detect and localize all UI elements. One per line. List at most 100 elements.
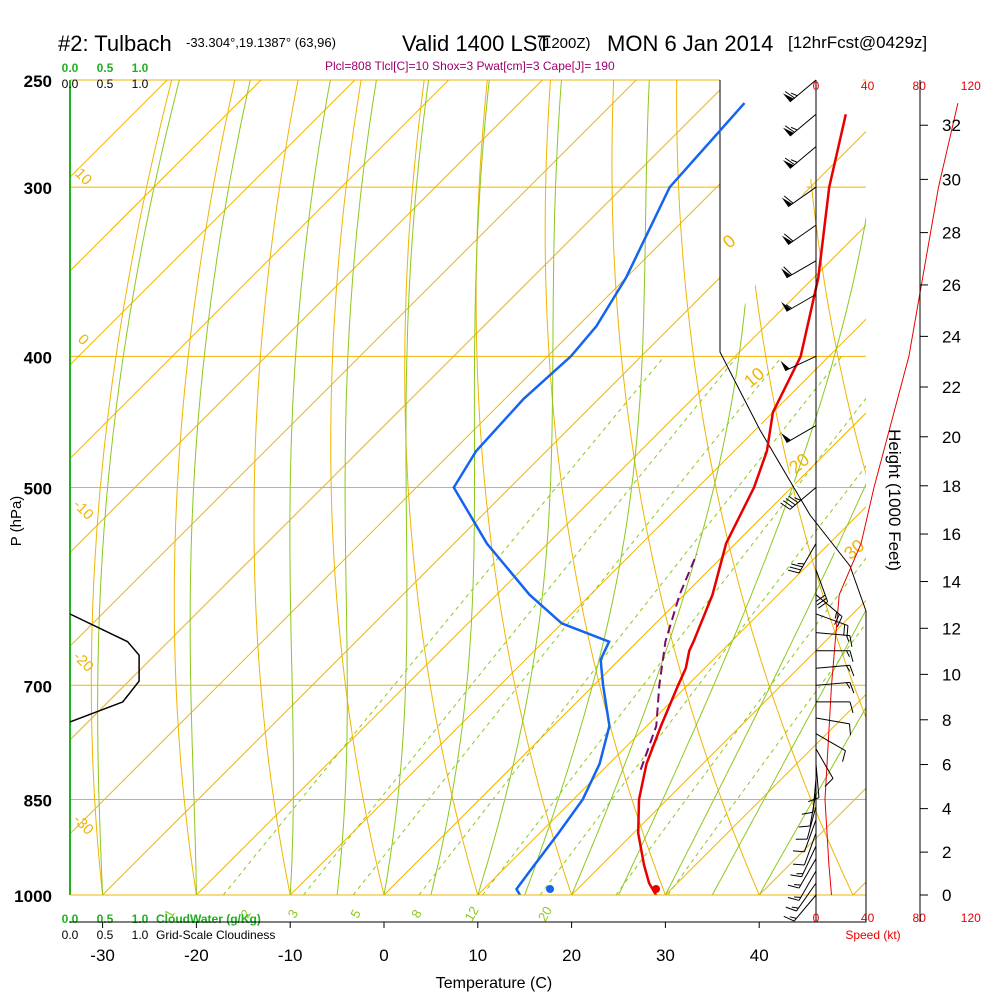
wind-barb-feather — [798, 825, 811, 828]
valid-date: MON 6 Jan 2014 — [607, 31, 774, 56]
isotherm-line — [665, 693, 866, 895]
moist-adiabat-line — [477, 80, 562, 895]
dry-adiabat-line — [739, 80, 866, 719]
cloudiness-scale-label: 0.0 — [62, 77, 79, 91]
height-tick-label: 22 — [942, 378, 961, 397]
wind-barb — [815, 681, 855, 694]
wind-barb — [792, 819, 817, 853]
wind-barb-feather — [783, 915, 795, 922]
wind-barb-staff — [801, 845, 817, 878]
wind-barb-feather — [790, 159, 798, 163]
speed-tick-label: 0 — [813, 911, 820, 925]
cloudiness-scale-label: 0.0 — [62, 928, 79, 942]
wind-barb-staff — [815, 569, 829, 602]
wind-barb-feather — [784, 91, 795, 99]
x-axis-label: Temperature (C) — [436, 975, 552, 992]
wind-barb — [787, 858, 817, 889]
wind-barb-feather — [849, 682, 855, 694]
wind-barb-feather — [846, 650, 850, 657]
wind-barb — [781, 224, 817, 246]
cloudiness-scale-label: 0.5 — [97, 77, 114, 91]
dry-adiabat-line — [802, 80, 866, 476]
wind-barb — [782, 146, 817, 169]
wind-barb-staff — [803, 819, 817, 852]
plot-area — [70, 56, 1000, 924]
wind-barb-feather — [815, 594, 826, 603]
wind-barb-feather — [849, 701, 854, 714]
mixing-ratio-label: 8 — [408, 907, 425, 921]
wind-barb-feather — [783, 266, 793, 276]
wind-barb — [815, 569, 829, 609]
wind-barb-staff — [815, 664, 850, 669]
moist-adiabat-line — [430, 80, 490, 895]
wind-barb-pennant — [781, 433, 791, 443]
cloud-scale-label: 1.0 — [132, 61, 149, 75]
mixing-ratio-label: 12 — [461, 904, 481, 924]
isotherm-label: 10 — [71, 165, 95, 189]
wind-barb — [783, 894, 817, 922]
mask-region — [720, 70, 868, 611]
station-title: #2: Tulbach — [58, 31, 172, 56]
speed-tick-label: 40 — [861, 79, 875, 93]
isotherm-line — [852, 881, 866, 895]
isotherm-label: -30 — [70, 811, 97, 838]
pressure-tick-label: 850 — [24, 791, 52, 810]
wind-barb-pennant — [782, 93, 794, 102]
height-tick-label: 28 — [942, 224, 961, 243]
dry-adiabat-line — [865, 80, 866, 85]
wind-barb-feather — [794, 497, 801, 501]
cloudiness-profile — [69, 613, 140, 723]
dry-adiabat-line — [676, 80, 854, 895]
x-tick-label: -20 — [184, 946, 209, 965]
surface-temperature-point — [652, 885, 661, 893]
surface-dewpoint-point — [546, 885, 555, 893]
wind-barb-staff — [786, 425, 817, 443]
wind-barb — [808, 763, 820, 803]
dry-adiabat-line — [173, 80, 236, 895]
height-tick-label: 26 — [942, 276, 961, 295]
wind-barb-feather — [784, 125, 795, 133]
wind-barb-staff — [815, 613, 849, 627]
isotherm-line — [70, 80, 356, 366]
dry-adiabat-line — [989, 56, 1000, 924]
moist-adiabat-line — [618, 215, 866, 895]
forecast-info: [12hrFcst@0429z] — [788, 33, 928, 52]
moist-adiabat-line — [524, 80, 650, 895]
wind-barb — [815, 613, 849, 637]
wind-barb — [787, 870, 817, 901]
cloud-scale-label: 0.5 — [97, 61, 114, 75]
stability-indices: Plcl=808 Tlcl[C]=10 Shox=3 Pwat[cm]=3 Ca… — [325, 59, 615, 73]
wind-barb-feather — [789, 566, 801, 571]
pressure-tick-label: 400 — [24, 348, 52, 367]
wind-barb — [785, 882, 817, 912]
wind-barb-staff — [815, 763, 820, 798]
wind-barb-feather — [783, 233, 794, 242]
moist-adiabat-line — [189, 80, 251, 895]
height-tick-label: 32 — [942, 116, 961, 135]
wind-barb-feather — [790, 92, 798, 97]
mixing-ratio-label: 5 — [347, 907, 364, 921]
moist-adiabat-line — [571, 80, 758, 895]
wind-barb-pennant — [781, 268, 791, 278]
dry-adiabat-line — [544, 80, 666, 895]
speed-tick-label: 80 — [913, 911, 927, 925]
speed-axis-label: Speed (kt) — [845, 928, 900, 942]
dry-adiabat-line — [475, 80, 573, 895]
wind-barb — [815, 717, 852, 736]
wind-barb-feather — [808, 797, 820, 803]
wind-barb-staff — [793, 894, 817, 922]
wind-barb — [801, 778, 817, 815]
cloudiness-scale-label: 1.0 — [132, 77, 149, 91]
x-tick-label: 30 — [656, 946, 675, 965]
wind-barb-staff — [815, 681, 850, 686]
height-tick-label: 10 — [942, 665, 961, 684]
height-tick-label: 20 — [942, 428, 961, 447]
wind-barb — [782, 79, 817, 103]
moist-adiabat-line — [289, 80, 331, 895]
wind-barb-feather — [790, 874, 802, 878]
frame-line — [70, 611, 867, 923]
cloudwater-label: CloudWater (g/Kg) — [156, 912, 261, 926]
wind-barb-feather — [785, 497, 796, 506]
moist-adiabat-line — [383, 80, 430, 895]
wind-barb-staff — [798, 870, 817, 901]
